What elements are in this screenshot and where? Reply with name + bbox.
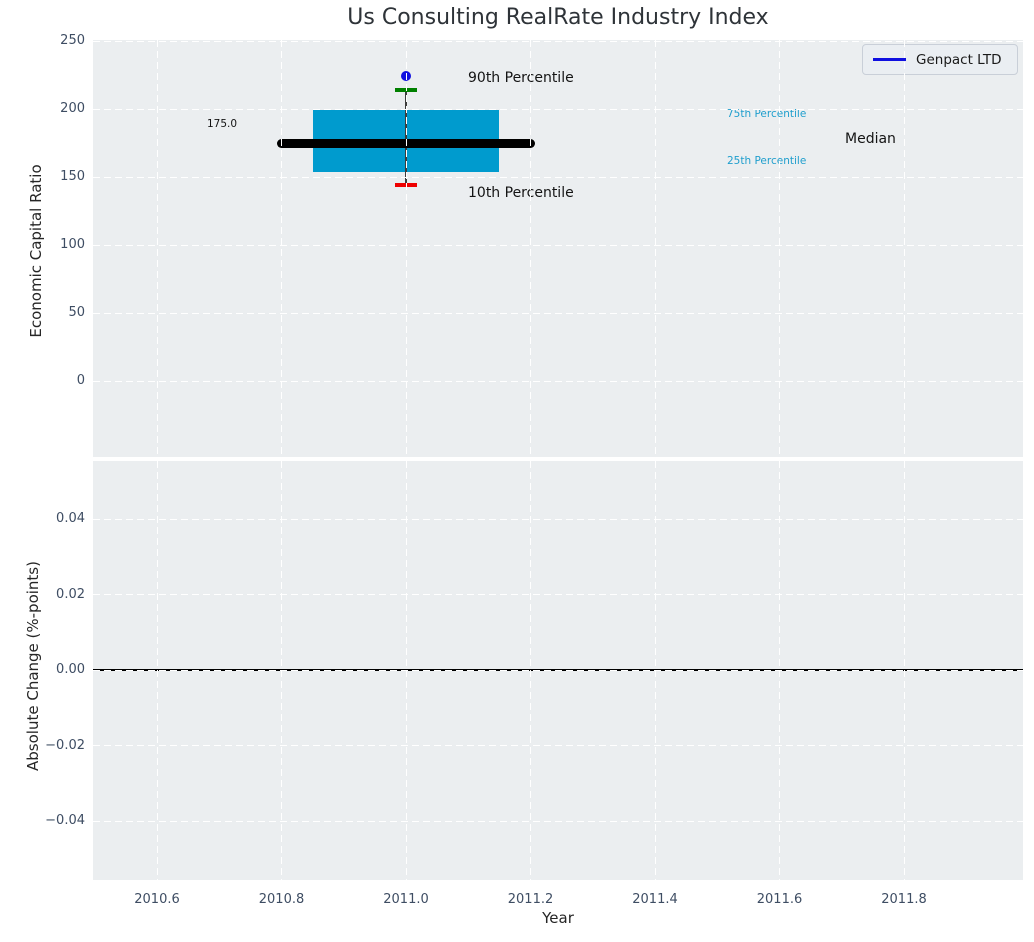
y-tick-label: 0 (0, 373, 85, 389)
gridline (281, 40, 282, 457)
gridline (530, 40, 531, 457)
y-tick-label: 50 (0, 305, 85, 321)
gridline (93, 381, 1023, 382)
x-tick-label: 2011.0 (383, 892, 429, 908)
p25-annotation: 25th Percentile (727, 155, 806, 167)
gridline (93, 245, 1023, 246)
gridline (406, 40, 407, 457)
x-tick-label: 2010.8 (259, 892, 305, 908)
gridline (157, 461, 158, 880)
bottom-plot-area (93, 461, 1023, 880)
gridline (93, 670, 1023, 671)
gridline (655, 461, 656, 880)
y-tick-label: 0.00 (0, 662, 85, 678)
p90-annotation: 90th Percentile (468, 70, 574, 86)
gridline (779, 461, 780, 880)
gridline (904, 40, 905, 457)
gridline (157, 40, 158, 457)
legend-line-sample (873, 58, 906, 61)
y-tick-label: 200 (0, 101, 85, 117)
gridline (93, 313, 1023, 314)
median-annotation: Median (845, 131, 896, 147)
x-tick-label: 2010.6 (134, 892, 180, 908)
legend-label: Genpact LTD (916, 52, 1001, 68)
gridline (779, 40, 780, 457)
p10-annotation: 10th Percentile (468, 185, 574, 201)
gridline (93, 109, 1023, 110)
gridline (93, 41, 1023, 42)
gridline (93, 594, 1023, 595)
gridline (93, 745, 1023, 746)
gridline (281, 461, 282, 880)
y-tick-label: −0.02 (0, 738, 85, 754)
y-tick-label: 0.04 (0, 511, 85, 527)
top-plot-area: 175.0 90th Percentile 10th Percentile 75… (93, 40, 1023, 457)
gridline (93, 519, 1023, 520)
x-axis-label: Year (542, 909, 574, 927)
chart-title: Us Consulting RealRate Industry Index (93, 5, 1023, 30)
x-tick-label: 2011.8 (881, 892, 927, 908)
gridline (655, 40, 656, 457)
gridline (406, 461, 407, 880)
y-tick-label: 0.02 (0, 587, 85, 603)
median-value-label: 175.0 (207, 118, 237, 130)
figure: Us Consulting RealRate Industry Index 17… (0, 0, 1034, 942)
x-tick-label: 2011.6 (757, 892, 803, 908)
y-tick-label: 250 (0, 33, 85, 49)
gridline (904, 461, 905, 880)
p75-annotation: 75th Percentile (727, 108, 806, 120)
x-tick-label: 2011.2 (508, 892, 554, 908)
gridline (93, 177, 1023, 178)
legend: Genpact LTD (862, 44, 1018, 75)
gridline (530, 461, 531, 880)
y-tick-label: 150 (0, 169, 85, 185)
gridline (93, 821, 1023, 822)
y-tick-label: −0.04 (0, 813, 85, 829)
x-tick-label: 2011.4 (632, 892, 678, 908)
y-tick-label: 100 (0, 237, 85, 253)
